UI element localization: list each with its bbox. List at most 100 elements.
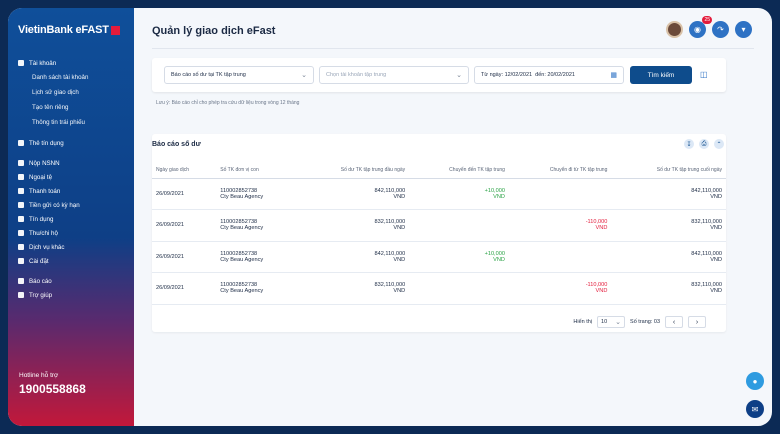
table-cell: 26/09/2021 [152, 272, 217, 305]
sub-account-number: 110002852738 [220, 282, 258, 289]
currency: VND [710, 193, 722, 200]
table-cell: 832,110,000 VND [295, 272, 410, 305]
sidebar-item-label: Nộp NSNN [29, 159, 60, 167]
sidebar-item-6[interactable]: Tín dụng [8, 212, 134, 226]
closing-balance: 842,110,000 [691, 187, 722, 194]
header-divider [152, 48, 754, 49]
main-content: Quản lý giao dịch eFast ◉ 25 ↷ ▾ Báo cáo … [134, 8, 772, 426]
help-icon [18, 292, 24, 298]
table-row[interactable]: 26/09/2021 110002852738 Cty Beau Agency 832… [152, 272, 726, 305]
account-select[interactable]: Chọn tài khoản tập trung ⌄ [319, 66, 469, 84]
sub-account-number: 110002852738 [220, 250, 258, 257]
sub-account-number: 110002852738 [220, 219, 258, 226]
query-note: Lưu ý: Báo cáo chỉ cho phép tra cứu dữ l… [156, 100, 300, 106]
table-row[interactable]: 26/09/2021 110002852738 Cty Beau Agency 832… [152, 209, 726, 242]
sidebar-subitem[interactable]: Lịch sử giao dịch [32, 89, 79, 96]
search-button[interactable]: Tìm kiếm [630, 66, 692, 84]
closing-balance: 842,110,000 [691, 250, 722, 257]
page-size-label: Hiển thị [573, 319, 593, 325]
table-cell: 842,110,000 VND [611, 241, 726, 273]
report-table: Ngày giao dịch Số TK đơn vị con Số dư TK t… [152, 162, 726, 305]
sidebar-subitem[interactable]: Tạo tên riêng [32, 104, 69, 111]
transfer-out: -110,000 [585, 219, 608, 226]
transaction-date: 26/09/2021 [156, 253, 184, 260]
currency: VND [595, 225, 608, 232]
sidebar-item-1[interactable]: Thẻ tín dụng [8, 136, 134, 150]
mail-icon[interactable]: ✉ [746, 400, 764, 418]
sidebar-item-label: Thanh toán [29, 187, 61, 195]
collapse-icon[interactable]: ⌃ [714, 139, 724, 149]
pagination: Hiển thị 10 ⌄ Số trang: 03 ‹ › [573, 316, 706, 328]
report-type-select[interactable]: Báo cáo số dư tại TK tập trung ⌄ [164, 66, 314, 84]
currency: VND [393, 193, 406, 200]
currency: VND [393, 225, 406, 232]
calendar-icon[interactable]: ▦ [610, 72, 617, 79]
currency: VND [710, 288, 722, 295]
table-cell: 110002852738 Cty Beau Agency [216, 241, 296, 273]
lightbulb-icon[interactable]: ● [746, 372, 764, 390]
sidebar-item-label: Báo cáo [29, 277, 52, 285]
notification-bell-icon[interactable]: ◉ 25 [689, 16, 712, 38]
date-range-text: Từ ngày: 12/02/2021 đến: 20/02/2021 [481, 72, 575, 78]
avatar[interactable] [666, 21, 683, 38]
filter-icon[interactable]: ◫ [700, 70, 708, 79]
logo-flag-icon [110, 25, 120, 35]
sub-account-name: Cty Beau Agency [220, 256, 264, 263]
table-cell: 110002852738 Cty Beau Agency [216, 272, 296, 305]
opening-balance: 842,110,000 [374, 187, 406, 194]
table-cell: -110,000 VND [508, 272, 612, 305]
table-row[interactable]: 26/09/2021 110002852738 Cty Beau Agency 842… [152, 241, 726, 273]
sidebar: VietinBank eFAST Tài khoản Danh sách tài … [8, 8, 134, 426]
sidebar-subitem[interactable]: Thông tin trái phiếu [32, 119, 85, 126]
table-cell [409, 209, 509, 242]
sidebar-item-8[interactable]: Dịch vụ khác [8, 240, 134, 254]
report-type-value: Báo cáo số dư tại TK tập trung [171, 72, 246, 78]
sidebar-item-2[interactable]: Nộp NSNN [8, 156, 134, 170]
page-size-select[interactable]: 10 ⌄ [597, 316, 626, 328]
table-cell: 842,110,000 VND [295, 178, 410, 210]
table-cell [409, 272, 509, 305]
sub-account-number: 110002852738 [220, 187, 258, 194]
sidebar-nav: Tài khoản Danh sách tài khoản Lịch sử giao… [8, 56, 134, 302]
sidebar-item-label: Thu/chi hộ [29, 229, 58, 237]
tax-icon [18, 160, 24, 166]
sidebar-item-label: Cài đặt [29, 257, 49, 265]
chevron-down-icon[interactable]: ▾ [735, 21, 752, 38]
page-title: Quản lý giao dịch eFast [152, 25, 276, 37]
table-row[interactable]: 26/09/2021 110002852738 Cty Beau Agency 842… [152, 178, 726, 210]
sidebar-item-label: Tín dụng [29, 215, 54, 223]
closing-balance: 832,110,000 [691, 282, 722, 289]
sidebar-item-0[interactable]: Tài khoản [8, 56, 134, 70]
sidebar-item-10[interactable]: Báo cáo [8, 274, 134, 288]
print-icon[interactable]: ⎙ [699, 139, 709, 149]
table-header-row: Ngày giao dịch Số TK đơn vị con Số dư TK t… [152, 162, 726, 179]
table-cell: 842,110,000 VND [611, 178, 726, 210]
sidebar-item-4[interactable]: Thanh toán [8, 184, 134, 198]
settings-icon [18, 258, 24, 264]
date-range-input[interactable]: Từ ngày: 12/02/2021 đến: 20/02/2021 ▦ [474, 66, 624, 84]
sidebar-item-11[interactable]: Trợ giúp [8, 288, 134, 302]
currency: VND [393, 256, 406, 263]
services-icon [18, 244, 24, 250]
chevron-down-icon: ⌄ [456, 72, 462, 79]
download-icon[interactable]: ↧ [684, 139, 694, 149]
brand-logo[interactable]: VietinBank eFAST [8, 8, 134, 36]
table-cell: 110002852738 Cty Beau Agency [216, 209, 296, 242]
report-title: Báo cáo số dư [152, 141, 201, 148]
sidebar-item-5[interactable]: Tiền gửi có kỳ hạn [8, 198, 134, 212]
next-page-button[interactable]: › [688, 316, 706, 328]
sidebar-item-3[interactable]: Ngoại tệ [8, 170, 134, 184]
sidebar-item-7[interactable]: Thu/chi hộ [8, 226, 134, 240]
table-cell: 26/09/2021 [152, 241, 217, 273]
sidebar-item-label: Ngoại tệ [29, 173, 53, 181]
sidebar-item-9[interactable]: Cài đặt [8, 254, 134, 268]
hotline-number[interactable]: 1900558868 [19, 382, 86, 396]
header-actions: ◉ 25 ↷ ▾ [666, 16, 752, 38]
table-cell: 26/09/2021 [152, 178, 217, 210]
table-cell: 832,110,000 VND [611, 209, 726, 242]
column-header: Chuyển đi từ TK tập trung [508, 162, 612, 179]
sidebar-subitem[interactable]: Danh sách tài khoản [32, 74, 89, 81]
prev-page-button[interactable]: ‹ [665, 316, 683, 328]
sub-account-name: Cty Beau Agency [220, 288, 264, 295]
logout-icon[interactable]: ↷ [712, 21, 729, 38]
